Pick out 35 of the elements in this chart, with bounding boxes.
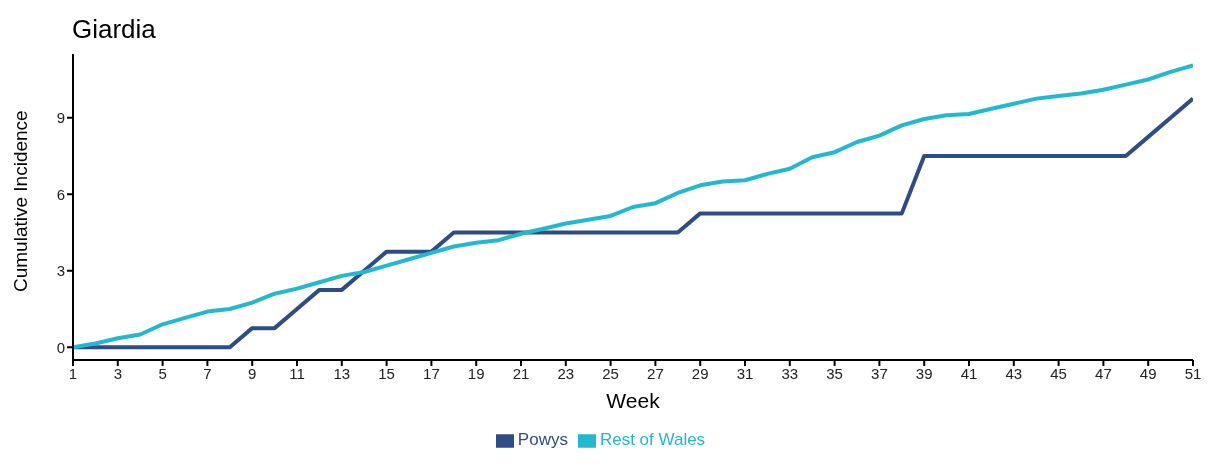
x-tick-label: 1	[68, 364, 78, 382]
x-tick-label: 43	[1005, 364, 1023, 382]
x-tick-label: 9	[248, 364, 257, 382]
y-tick-label: 6	[56, 185, 65, 203]
x-tick-label: 13	[333, 364, 351, 382]
x-tick-label: 51	[1184, 364, 1202, 382]
x-tick-label: 27	[647, 364, 664, 382]
x-tick-label: 35	[826, 364, 843, 382]
x-tick-label: 25	[602, 364, 619, 382]
x-tick-label: 5	[158, 364, 167, 382]
x-tick-label: 21	[512, 364, 530, 382]
legend-label: Powys	[517, 430, 568, 449]
y-axis-title: Cumulative Incidence	[9, 110, 31, 292]
x-tick-label: 17	[423, 364, 440, 382]
x-tick-label: 23	[557, 364, 575, 382]
chart-title: Giardia	[72, 14, 156, 45]
y-tick-label: 3	[56, 262, 65, 280]
x-tick-label: 33	[781, 364, 799, 382]
y-tick-label: 9	[56, 109, 65, 127]
x-tick-label: 31	[736, 364, 754, 382]
x-tick-label: 41	[960, 364, 978, 382]
x-tick-label: 49	[1139, 364, 1157, 382]
x-tick-label: 39	[915, 364, 933, 382]
legend-label: Rest of Wales	[599, 430, 706, 449]
x-tick-label: 15	[378, 364, 395, 382]
y-tick-label: 0	[56, 338, 65, 356]
x-tick-label: 47	[1095, 364, 1112, 382]
x-tick-label: 11	[289, 364, 305, 382]
x-tick-label: 19	[467, 364, 485, 382]
x-tick-label: 7	[203, 364, 212, 382]
x-tick-label: 29	[691, 364, 709, 382]
x-tick-label: 45	[1050, 364, 1067, 382]
x-tick-label: 37	[871, 364, 888, 382]
x-tick-label: 3	[113, 364, 122, 382]
x-axis-title: Week	[606, 389, 661, 412]
